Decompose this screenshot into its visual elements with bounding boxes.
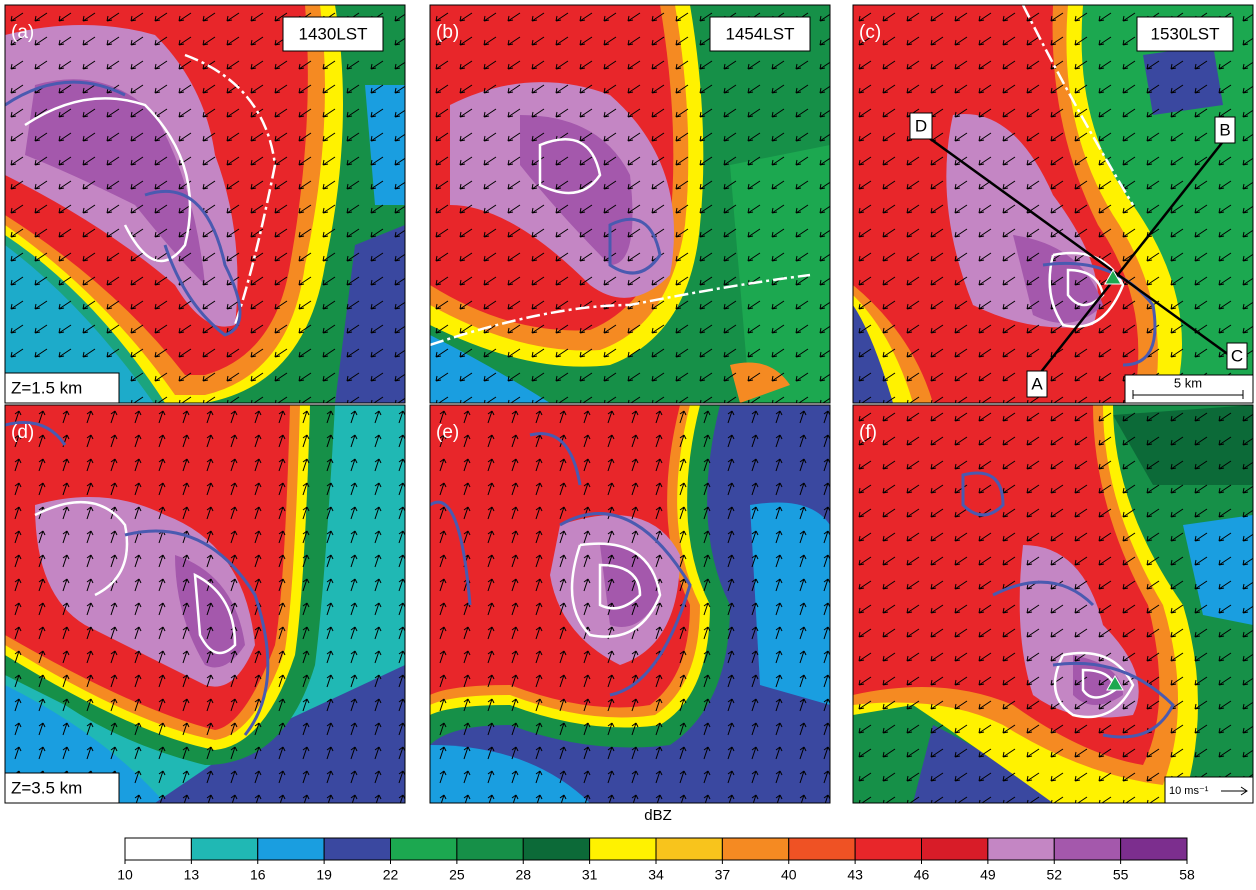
figure: (a) 1430LST Z=1.5 km (b) 1454LST (c) 153…	[0, 0, 1256, 885]
colorbar-segment	[125, 838, 191, 860]
panel-label: (f)	[859, 422, 877, 443]
colorbar-segment	[258, 838, 324, 860]
time-label: 1430LST	[299, 24, 368, 43]
tick-label: 16	[250, 867, 266, 883]
panel-label: (e)	[436, 422, 459, 443]
time-label: 1530LST	[1151, 24, 1220, 43]
colorbar-segment	[1121, 838, 1187, 860]
colorbar-segment	[855, 838, 921, 860]
panel-e: (e)	[430, 405, 830, 803]
vector-scale: 10 ms⁻¹	[1169, 785, 1209, 797]
tick-label: 34	[648, 867, 664, 883]
point-label: B	[1219, 120, 1230, 139]
tick-label: 37	[715, 867, 731, 883]
colorbar-segment	[523, 838, 589, 860]
point-label: A	[1031, 374, 1043, 393]
colorbar-segment	[457, 838, 523, 860]
tick-label: 19	[316, 867, 332, 883]
tick-label: 28	[515, 867, 531, 883]
colorbar-segment	[722, 838, 788, 860]
colorbar-label: dBZ	[644, 807, 672, 824]
distance-scale: 5 km	[1174, 375, 1202, 390]
point-label: D	[915, 116, 927, 135]
tick-label: 40	[781, 867, 797, 883]
tick-label: 52	[1046, 867, 1062, 883]
panel-label: (c)	[859, 22, 881, 43]
panel-label: (b)	[436, 22, 459, 43]
panel-b: (b) 1454LST	[430, 5, 830, 403]
panel-label: (a)	[11, 22, 34, 43]
panel-f: (f) 10 ms⁻¹	[853, 405, 1253, 803]
time-label: 1454LST	[726, 24, 795, 43]
tick-label: 46	[914, 867, 930, 883]
colorbar-segment	[656, 838, 722, 860]
colorbar-segment	[789, 838, 855, 860]
panel-label: (d)	[11, 422, 34, 443]
tick-label: 49	[980, 867, 996, 883]
colorbar-segment	[1054, 838, 1120, 860]
tick-label: 13	[184, 867, 200, 883]
colorbar-segment	[590, 838, 656, 860]
colorbar-segment	[988, 838, 1054, 860]
colorbar-segment	[324, 838, 390, 860]
tick-label: 10	[117, 867, 133, 883]
tick-label: 55	[1113, 867, 1129, 883]
panel-d: (d) Z=3.5 km	[5, 405, 405, 803]
point-label: C	[1231, 346, 1243, 365]
tick-label: 31	[582, 867, 598, 883]
tick-label: 25	[449, 867, 465, 883]
tick-label: 58	[1179, 867, 1195, 883]
height-label: Z=1.5 km	[11, 378, 82, 397]
tick-label: 22	[383, 867, 399, 883]
colorbar-segment	[922, 838, 988, 860]
panel-a: (a) 1430LST Z=1.5 km	[5, 5, 405, 405]
panel-c: (c) 1530LST A B C D 5 km	[853, 5, 1253, 403]
colorbar: 10 13 16 19 22 25 28 31 34 37 40 43 46 49 52 55 58	[117, 838, 1195, 883]
height-label: Z=3.5 km	[11, 778, 82, 797]
colorbar-segment	[391, 838, 457, 860]
colorbar-segment	[191, 838, 257, 860]
tick-label: 43	[847, 867, 863, 883]
